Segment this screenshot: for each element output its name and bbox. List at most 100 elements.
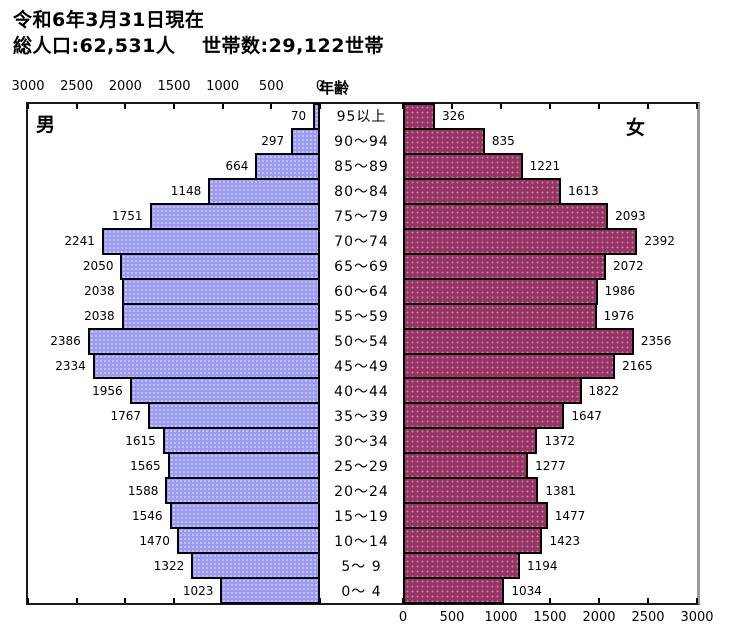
male-bar (148, 402, 320, 430)
male-bar-row: 1470 (28, 527, 320, 555)
female-axis-tick (597, 104, 600, 109)
female-bar (403, 152, 523, 180)
female-bar-value: 2165 (622, 359, 653, 373)
male-bar-row: 2386 (28, 327, 320, 355)
male-axis-tick (270, 104, 273, 109)
male-bar (167, 452, 320, 480)
male-axis-tick (27, 104, 29, 109)
male-bar (129, 377, 320, 405)
male-bar-value: 1322 (153, 558, 185, 573)
female-bar (403, 277, 598, 305)
female-plot-area: 女 326 835 1221 1613 2093 2392 2072 1986 1976 2356… (402, 103, 698, 605)
female-bar-row: 1381 (403, 477, 697, 505)
female-bar-value: 1194 (527, 558, 558, 573)
female-bar-value: 1034 (511, 583, 542, 598)
female-bar-row: 2072 (403, 252, 697, 280)
female-bar-row: 1423 (403, 527, 697, 555)
female-axis-tick (450, 104, 453, 109)
male-bar (149, 202, 320, 230)
male-bar-row: 1767 (28, 402, 320, 430)
age-group-label: 55～59 (334, 309, 389, 326)
female-axis-tick (499, 104, 502, 109)
female-axis-tick-label: 3000 (680, 610, 714, 625)
female-bar-row: 1647 (403, 402, 697, 430)
male-bar-row: 1751 (28, 202, 320, 230)
female-bar-value: 1647 (571, 408, 602, 423)
female-axis-tick (696, 598, 698, 603)
male-axis-tick (27, 598, 29, 603)
male-axis-tick (319, 104, 321, 109)
age-group-label: 5～ 9 (341, 558, 382, 575)
female-axis-tick-label: 2000 (582, 610, 616, 625)
male-bar-row: 2050 (28, 252, 320, 280)
age-group-label: 65～69 (334, 259, 389, 276)
age-group-label: 20～24 (334, 483, 389, 500)
male-bar (291, 127, 320, 155)
female-bar-value: 1423 (549, 533, 580, 548)
age-group-label: 80～84 (334, 184, 389, 201)
male-bar-row: 2241 (28, 227, 320, 255)
male-bar-value: 1956 (92, 383, 123, 398)
female-value-axis: 0 500 1000 1500 2000 2500 3000 (399, 610, 714, 626)
male-bar (208, 177, 320, 205)
female-bar-row: 1277 (403, 452, 697, 480)
age-group-label: 90～94 (334, 134, 389, 151)
male-bar (92, 352, 320, 380)
female-bar-value: 1221 (529, 159, 561, 174)
age-group-label: 70～74 (334, 234, 389, 251)
male-axis-tick (221, 104, 224, 109)
male-bar-value: 1565 (130, 458, 161, 473)
female-bar-value: 835 (491, 134, 515, 149)
female-bar (403, 502, 548, 530)
male-bar-value: 1148 (170, 184, 202, 199)
male-axis-tick (75, 104, 78, 109)
female-axis-tick (549, 598, 551, 603)
male-bar-value: 1588 (127, 483, 159, 498)
female-bar-row: 2165 (403, 352, 697, 380)
age-group-label: 35～39 (334, 408, 389, 425)
male-bar-row: 664 (28, 152, 320, 180)
male-bar (121, 277, 320, 305)
male-bar (191, 552, 320, 580)
male-axis-tick-label: 0 (315, 79, 325, 94)
age-group-label: 15～19 (334, 508, 389, 525)
male-bar (220, 577, 320, 605)
female-bar (403, 452, 529, 480)
male-bar (101, 227, 320, 255)
female-axis-tick (696, 104, 698, 109)
female-bar-value: 1986 (604, 284, 636, 299)
male-bar-value: 70 (290, 109, 307, 124)
female-bar (403, 327, 634, 355)
male-bar-value: 2038 (84, 309, 115, 324)
male-bar-value: 2038 (84, 284, 115, 299)
female-bar-row: 326 (403, 103, 697, 130)
female-bar-row: 2093 (403, 202, 697, 230)
female-bar (403, 477, 539, 505)
female-legend-label: 女 (625, 117, 645, 139)
male-axis-tick (75, 598, 78, 603)
female-bar-value: 1381 (545, 483, 576, 498)
female-bar-row: 835 (403, 127, 697, 155)
female-axis-tick-label: 500 (439, 610, 465, 625)
female-bar-value: 2093 (615, 209, 646, 224)
male-legend-label: 男 (36, 114, 56, 136)
male-axis-tick-label: 1000 (206, 79, 240, 94)
female-axis-tick (549, 104, 551, 109)
age-group-label: 30～34 (334, 433, 389, 450)
female-bar-row: 1613 (403, 177, 697, 205)
female-bar (403, 427, 538, 455)
male-bar-value: 664 (225, 159, 249, 174)
female-bar (403, 527, 543, 555)
male-bar (162, 427, 320, 455)
age-group-label: 10～14 (334, 533, 389, 550)
male-bar-row: 1588 (28, 477, 320, 505)
female-bar (403, 227, 638, 255)
male-value-axis: 0 500 1000 1500 2000 2500 3000 (11, 79, 324, 95)
age-group-label: 45～49 (334, 359, 389, 375)
female-bar-row: 2392 (403, 227, 697, 255)
male-bar-row: 1322 (28, 552, 320, 580)
age-group-label: 75～79 (334, 209, 389, 226)
female-bar-row: 1034 (403, 577, 697, 605)
male-bar-row: 70 (28, 103, 320, 130)
report-date-title: 令和6年3月31日現在 (13, 9, 205, 31)
